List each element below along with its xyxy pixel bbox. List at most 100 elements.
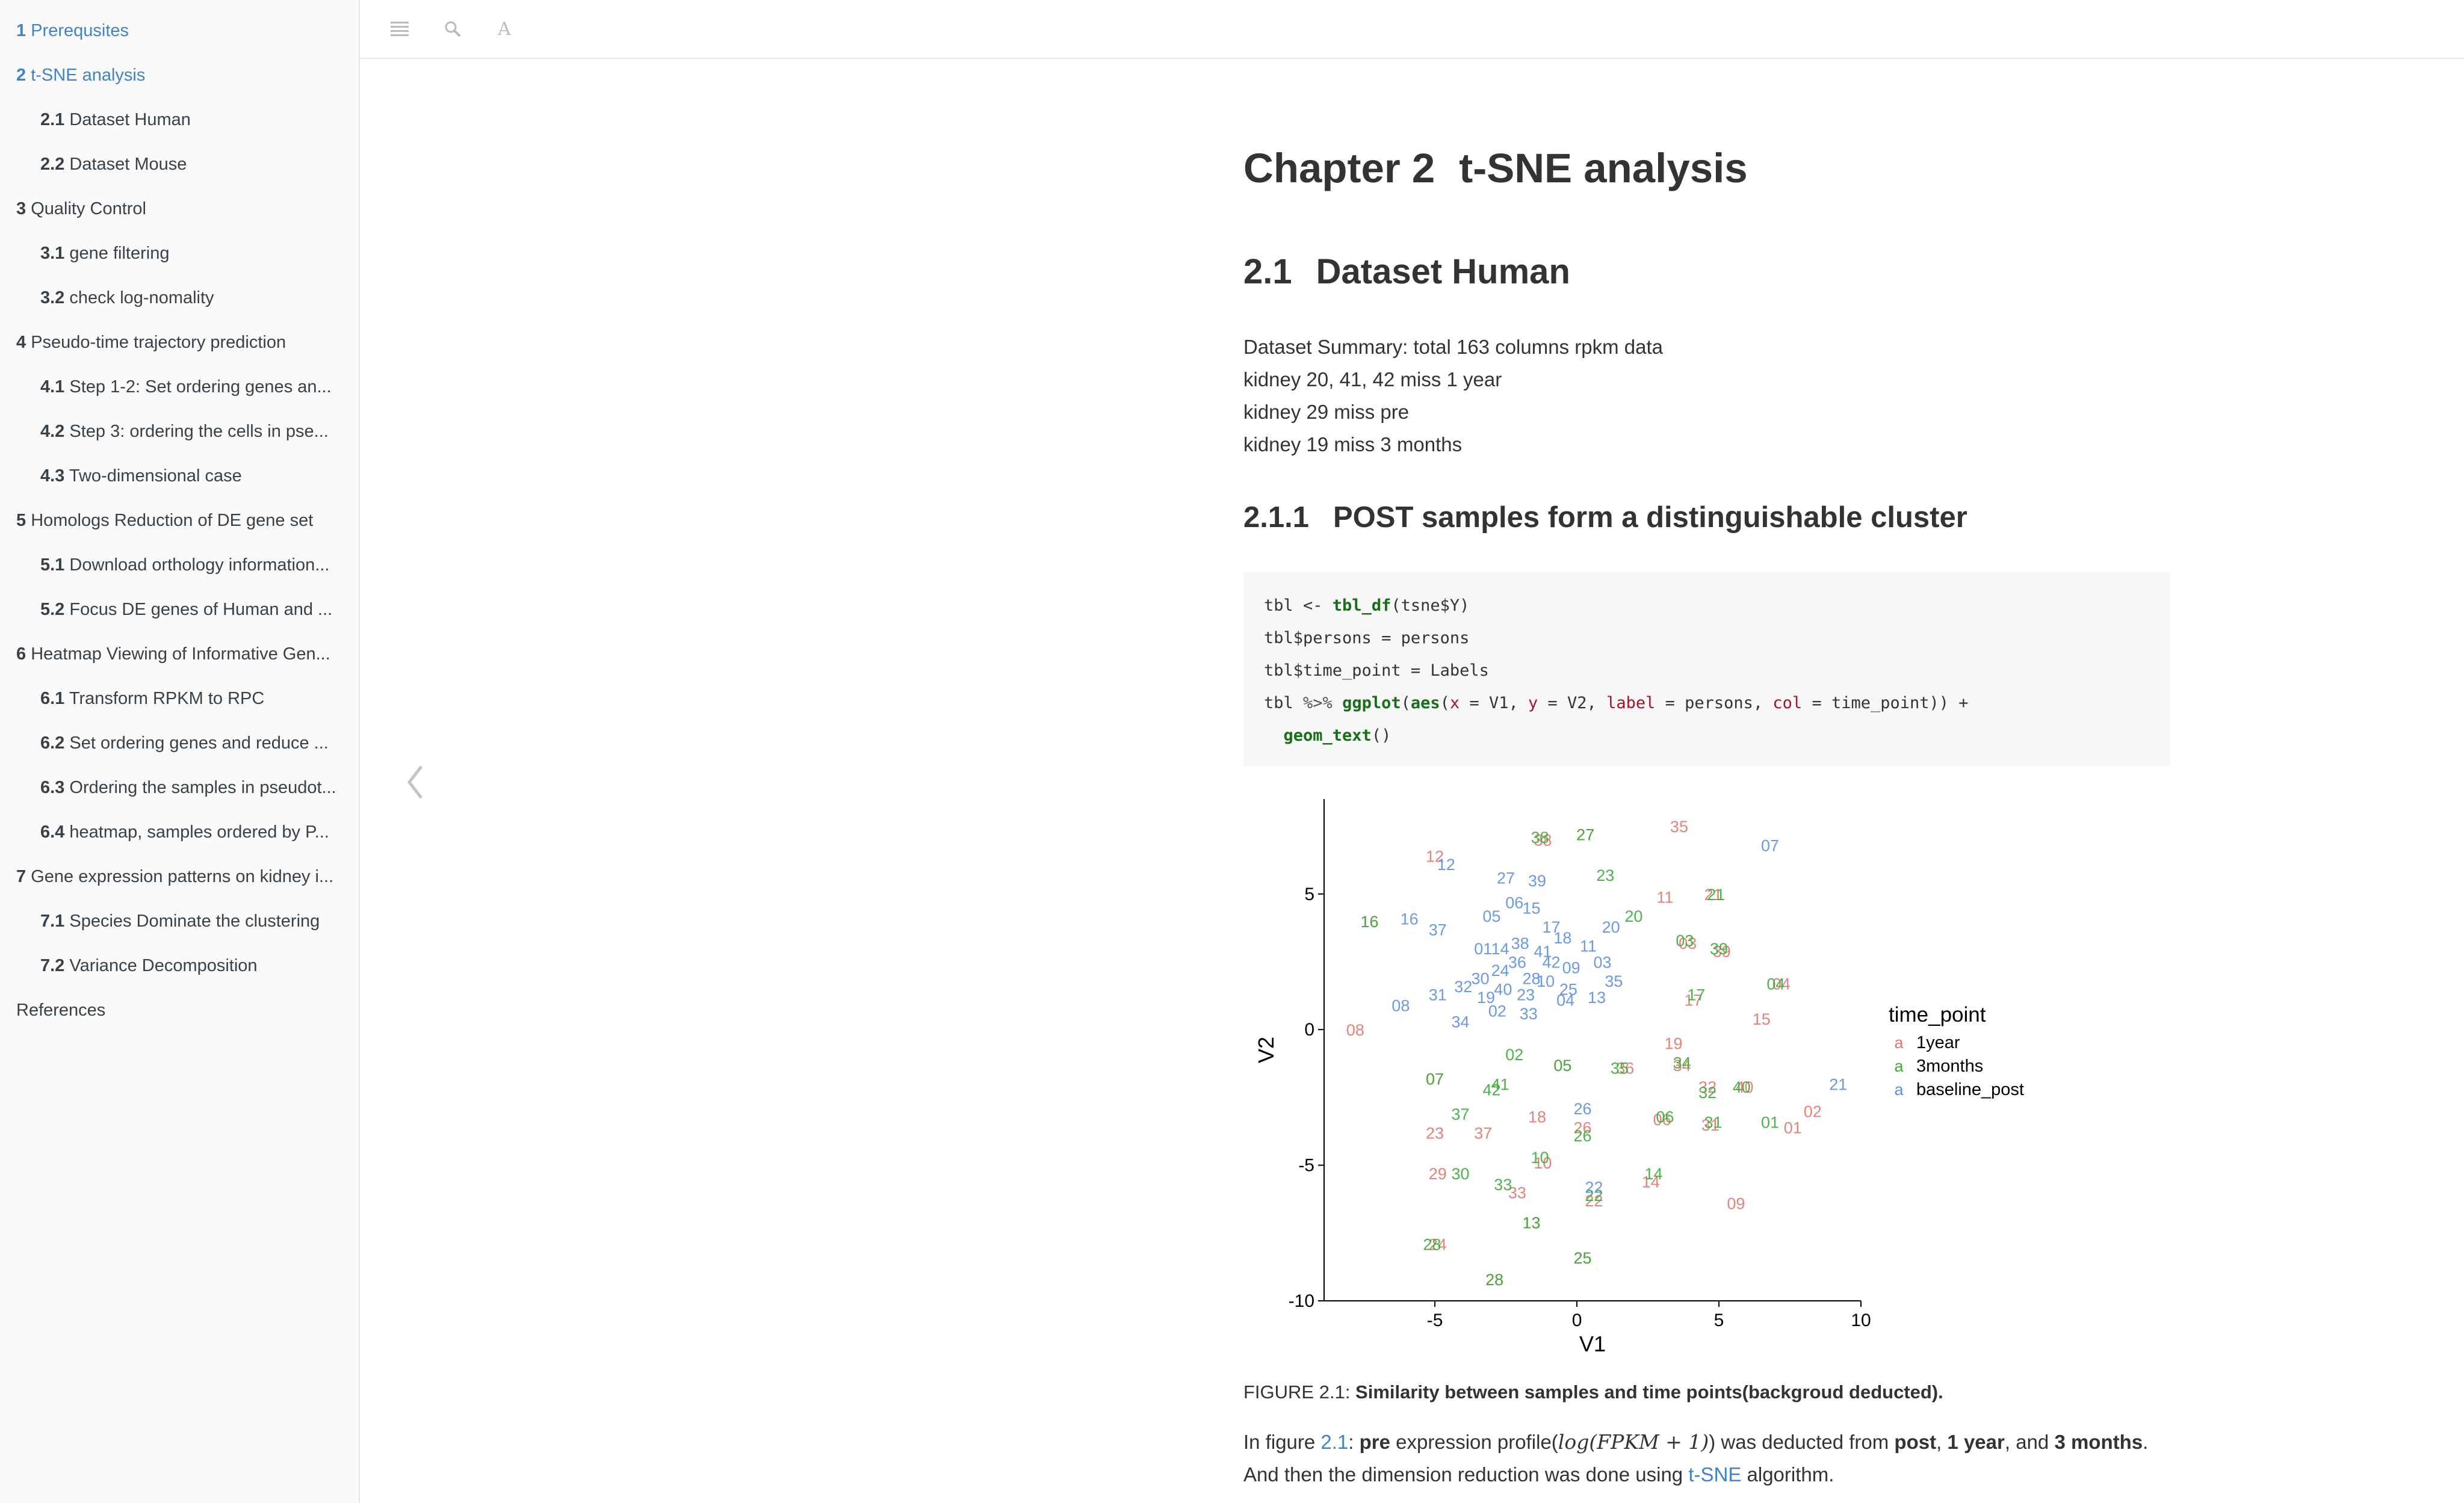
data-point-label: 06 [1505,893,1523,912]
x-tick-label: 5 [1714,1310,1724,1330]
y-tick-label: 0 [1304,1020,1314,1040]
chapter-title: Chapter 2 t-SNE analysis [1243,144,1748,192]
legend-key: a [1894,1057,1904,1075]
data-point-label: 32 [1698,1084,1716,1102]
sidebar-item[interactable]: 6.4 heatmap, samples ordered by P... [0,810,341,854]
menu-icon[interactable] [385,14,414,43]
legend-label: 3months [1916,1057,1983,1076]
caption-text: Similarity between samples and time poin… [1355,1381,1943,1403]
data-point-label: 03 [1676,931,1694,949]
data-point-label: 37 [1429,921,1447,939]
data-point-label: 38 [1511,934,1529,952]
data-point-label: 05 [1482,907,1500,925]
sidebar-item-label: Dataset Human [69,110,191,129]
data-point-label: 32 [1698,1078,1716,1096]
section-name: Dataset Human [1316,252,1570,291]
data-point-label: 21 [1707,886,1725,904]
data-point-label: 31 [1701,1116,1720,1134]
data-point-label: 34 [1673,1057,1691,1075]
subsection-title: 2.1.1 POST samples form a distinguishable… [1243,501,1967,534]
data-point-label: 17 [1543,918,1561,936]
sidebar-item[interactable]: 2.2 Dataset Mouse [0,142,341,187]
y-tick-label: 5 [1304,884,1314,904]
data-point-label: 31 [1429,986,1447,1004]
sidebar-item[interactable]: 7.2 Variance Decomposition [0,943,341,988]
sidebar-item[interactable]: 3.2 check log-nomality [0,276,341,320]
sidebar-item[interactable]: 2 t-SNE analysis [0,53,341,97]
x-tick-label: 0 [1572,1310,1582,1330]
sidebar-item[interactable]: 6 Heatmap Viewing of Informative Gen... [0,632,341,676]
sidebar-item[interactable]: 4.2 Step 3: ordering the cells in pse... [0,409,341,454]
code-block: tbl <- tbl_df(tsne$Y) tbl$persons = pers… [1243,572,2170,767]
code-line: tbl <- tbl_df(tsne$Y) [1264,596,1470,615]
sidebar-item[interactable]: 4 Pseudo-time trajectory prediction [0,320,341,365]
sidebar-item-label: Prerequsites [31,21,129,40]
sidebar-item[interactable]: 3.1 gene filtering [0,231,341,276]
legend-key: a [1894,1081,1904,1099]
sidebar-item[interactable]: 4.1 Step 1-2: Set ordering genes an... [0,365,341,409]
sidebar-item[interactable]: 2.1 Dataset Human [0,97,341,142]
data-point-label: 10 [1537,972,1555,990]
sidebar-item-number: 6 [16,644,26,664]
data-point-label: 28 [1485,1271,1503,1289]
data-point-label: 22 [1585,1192,1603,1210]
sidebar-item[interactable]: 5 Homologs Reduction of DE gene set [0,498,341,543]
sidebar-item-label: check log-nomality [69,288,214,307]
data-point-label: 14 [1491,940,1509,958]
data-point-label: 26 [1573,1100,1591,1118]
data-point-label: 04 [1766,975,1785,993]
code-line: geom_text() [1283,726,1391,745]
summary-line: kidney 19 miss 3 months [1243,433,1463,455]
data-point-label: 30 [1472,970,1490,988]
sidebar-item-number: 6.4 [40,822,65,842]
sidebar-item-label: Pseudo-time trajectory prediction [31,333,286,352]
sidebar-item-number: 3.1 [40,244,65,263]
chapter-number: Chapter 2 [1243,145,1435,191]
sidebar-item[interactable]: 6.2 Set ordering genes and reduce ... [0,721,341,765]
data-point-label: 25 [1573,1249,1591,1267]
data-point-label: 33 [1508,1184,1526,1202]
data-point-label: 13 [1588,989,1606,1007]
sidebar-item[interactable]: 5.2 Focus DE genes of Human and ... [0,587,341,632]
figure-link[interactable]: 2.1 [1320,1431,1349,1453]
search-icon[interactable] [438,14,467,43]
tsne-link[interactable]: t-SNE [1688,1463,1742,1486]
data-point-label: 10 [1534,1154,1552,1172]
data-point-label: 23 [1517,986,1535,1004]
sidebar-item[interactable]: References [0,988,341,1032]
previous-page-arrow-icon[interactable] [400,758,430,806]
sidebar-item[interactable]: 3 Quality Control [0,187,341,231]
sidebar-item-label: t-SNE analysis [31,66,146,85]
data-point-label: 29 [1429,1165,1447,1183]
sidebar-item-label: Set ordering genes and reduce ... [69,733,329,753]
sidebar-item[interactable]: 5.1 Download orthology information... [0,543,341,587]
sidebar-item[interactable]: 7 Gene expression patterns on kidney i..… [0,854,341,899]
data-point-label: 19 [1664,1035,1682,1053]
sidebar-item-number: 4.3 [40,466,65,486]
sidebar-item-number: 6.1 [40,689,65,708]
sidebar-item[interactable]: 4.3 Two-dimensional case [0,454,341,498]
data-point-label: 42 [1543,953,1561,971]
data-point-label: 23 [1596,866,1614,884]
data-point-label: 26 [1573,1127,1591,1145]
data-point-label: 28 [1485,1271,1503,1289]
data-point-label: 09 [1562,959,1580,977]
data-point-label: 19 [1477,989,1495,1007]
sidebar-item[interactable]: 6.1 Transform RPKM to RPC [0,676,341,721]
figure-caption: FIGURE 2.1: Similarity between samples a… [1243,1381,1943,1403]
sidebar-item[interactable]: 6.3 Ordering the samples in pseudot... [0,765,341,810]
explanation-paragraph: In figure 2.1: pre expression profile(lo… [1243,1430,2149,1486]
data-point-label: 03 [1593,953,1611,971]
data-point-label: 18 [1553,929,1571,947]
data-point-label: 39 [1713,942,1731,960]
data-point-label: 08 [1391,997,1410,1015]
book-header: A [360,0,2464,59]
font-icon[interactable]: A [490,14,519,43]
summary-line: kidney 29 miss pre [1243,401,1410,423]
data-point-label: 05 [1553,1057,1571,1075]
sidebar-item[interactable]: 7.1 Species Dominate the clustering [0,899,341,943]
sidebar-item[interactable]: 1 Prerequsites [0,8,341,53]
sidebar-item-number: 6.2 [40,733,65,753]
chapter-name: t-SNE analysis [1459,145,1748,191]
